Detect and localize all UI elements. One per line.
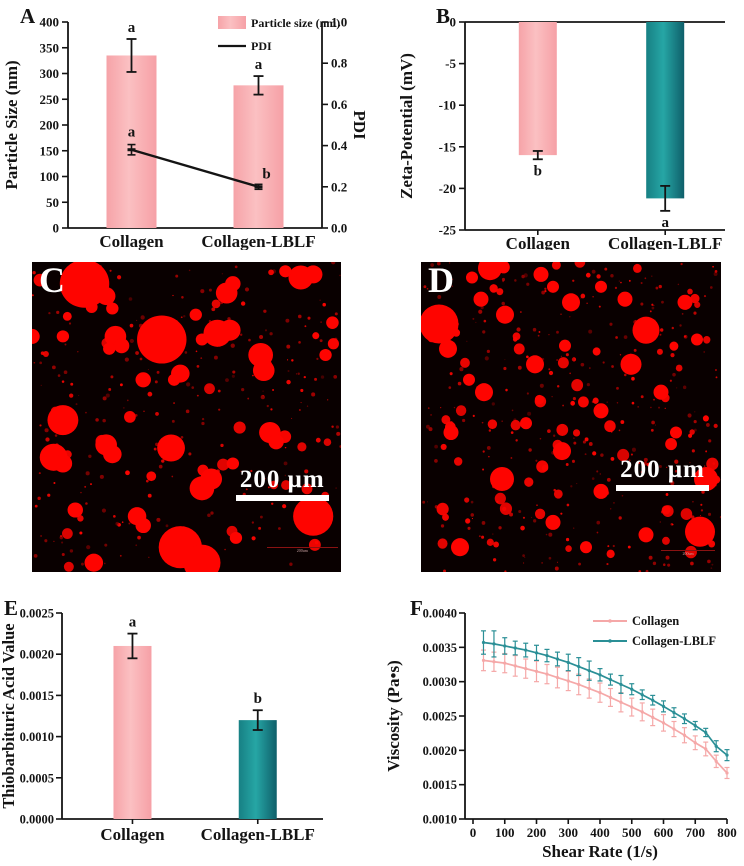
panel-d-mini-scalebar: 200um [661, 550, 715, 556]
svg-text:Collagen: Collagen [100, 825, 165, 844]
svg-text:0.0015: 0.0015 [423, 778, 457, 792]
svg-text:0: 0 [450, 15, 457, 30]
svg-text:350: 350 [40, 40, 60, 55]
svg-text:-25: -25 [439, 223, 457, 238]
svg-text:250: 250 [40, 92, 60, 107]
panel-d-label: D [428, 262, 454, 300]
mini-scale-text: 200um [682, 551, 694, 557]
svg-text:a: a [255, 57, 263, 73]
svg-text:Zeta-Potential (mV): Zeta-Potential (mV) [397, 53, 416, 199]
svg-text:500: 500 [622, 825, 642, 840]
svg-text:-5: -5 [445, 56, 456, 71]
mini-scale-line [266, 547, 338, 549]
panel-b-chart: 0 -5 -10 -15 -20 -25 b a Collagen Collagen-LBLF Ze… [397, 15, 725, 250]
panel-e-chart: 0.0000 0.0005 0.0010 0.0015 0.0020 0.0025 a b Co… [0, 607, 323, 844]
svg-text:0.0030: 0.0030 [423, 675, 457, 689]
svg-text:1.0: 1.0 [331, 15, 347, 30]
panel-b: B 0 -5 -10 -15 -20 -25 b a Collagen Collagen-LBLF… [380, 0, 744, 250]
panel-d-micrograph: D 200 μm 200um [421, 262, 721, 572]
svg-text:600: 600 [654, 825, 674, 840]
panel-d-scalebar: 200 μm [616, 456, 709, 492]
scale-bar [235, 494, 329, 501]
panel-c-label: C [39, 262, 65, 300]
svg-text:0.6: 0.6 [331, 97, 348, 112]
panel-c-micrograph: C 200 μm 200um [32, 262, 341, 572]
svg-text:800: 800 [717, 825, 737, 840]
panel-f-label: F [410, 596, 423, 620]
panel-f-chart: 0.0010 0.0015 0.0020 0.0025 0.0030 0.0035 0.00… [384, 607, 737, 862]
svg-text:Collagen-LBLF: Collagen-LBLF [632, 634, 716, 648]
svg-text:0.0020: 0.0020 [423, 744, 457, 758]
svg-text:400: 400 [590, 825, 610, 840]
panel-c-scale-text: 200 μm [239, 465, 325, 493]
svg-text:100: 100 [495, 825, 515, 840]
svg-text:-15: -15 [439, 139, 457, 154]
svg-text:Shear Rate (1/s): Shear Rate (1/s) [542, 842, 658, 861]
panel-e-label: E [4, 596, 19, 620]
svg-text:0.4: 0.4 [331, 138, 348, 153]
svg-text:Particle Size (nm): Particle Size (nm) [2, 60, 21, 189]
svg-text:Collagen-LBLF: Collagen-LBLF [608, 234, 722, 250]
svg-text:a: a [128, 20, 136, 36]
svg-text:a: a [661, 215, 669, 231]
svg-text:0: 0 [470, 825, 477, 840]
panel-c-droplets-image [32, 262, 341, 572]
svg-text:100: 100 [40, 169, 60, 184]
mini-scale-text: 200um [296, 548, 308, 554]
svg-text:0.0040: 0.0040 [423, 607, 457, 621]
panel-d-scale-text: 200 μm [620, 456, 705, 484]
svg-text:400: 400 [40, 15, 60, 30]
svg-text:300: 300 [559, 825, 579, 840]
svg-text:b: b [534, 163, 542, 179]
svg-text:0.0010: 0.0010 [20, 730, 54, 744]
svg-text:0.0000: 0.0000 [20, 813, 54, 827]
svg-text:200: 200 [527, 825, 547, 840]
panel-e: E 0.0000 0.0005 0.0010 0.0015 0.0020 0.0025 a b… [0, 590, 380, 866]
svg-text:0.0035: 0.0035 [423, 641, 457, 655]
svg-text:0.0010: 0.0010 [423, 813, 457, 827]
svg-text:Thiobarbituric Acid Value: Thiobarbituric Acid Value [0, 623, 18, 808]
scale-bar [616, 485, 709, 492]
panel-f: F 0.0010 0.0015 0.0020 0.0025 0.0030 0.0035 0.… [380, 590, 744, 866]
svg-text:0.2: 0.2 [331, 179, 347, 194]
svg-text:Viscosity (Pa•s): Viscosity (Pa•s) [384, 660, 403, 772]
svg-text:Collagen-LBLF: Collagen-LBLF [201, 232, 315, 250]
svg-text:0.0020: 0.0020 [20, 648, 54, 662]
svg-text:Collagen: Collagen [506, 234, 571, 250]
svg-text:0.0025: 0.0025 [20, 607, 54, 621]
panel-a: A 0 50 100 150 200 250 300 350 400 0.0 0.2 0.4 0.6 0.… [0, 0, 380, 251]
svg-text:-20: -20 [439, 181, 456, 196]
svg-text:PDI: PDI [251, 39, 272, 53]
svg-text:0.0025: 0.0025 [423, 710, 457, 724]
panel-c-scalebar: 200 μm [235, 465, 329, 501]
mini-scale-line [661, 550, 715, 552]
svg-text:0.0005: 0.0005 [20, 771, 54, 785]
svg-text:300: 300 [40, 66, 60, 81]
panel-d-droplets-image [421, 262, 721, 572]
svg-text:b: b [254, 691, 262, 707]
panel-a-label: A [20, 4, 36, 28]
svg-text:0.8: 0.8 [331, 56, 348, 71]
svg-text:Particle size (nm): Particle size (nm) [251, 16, 340, 30]
svg-text:PDI: PDI [350, 110, 369, 140]
svg-text:0.0: 0.0 [331, 221, 347, 236]
panel-b-label: B [436, 4, 451, 28]
svg-text:Collagen: Collagen [632, 614, 679, 628]
svg-text:700: 700 [686, 825, 706, 840]
svg-text:150: 150 [40, 143, 60, 158]
svg-text:b: b [262, 166, 270, 182]
panel-c-mini-scalebar: 200um [266, 547, 338, 554]
svg-text:0.0015: 0.0015 [20, 689, 54, 703]
panel-a-chart: 0 50 100 150 200 250 300 350 400 0.0 0.2 0.4 0.6 0.8 1… [2, 15, 369, 251]
svg-text:Collagen: Collagen [99, 232, 164, 250]
svg-text:a: a [128, 125, 136, 141]
svg-text:0: 0 [53, 221, 60, 236]
svg-text:50: 50 [46, 195, 59, 210]
svg-text:Collagen-LBLF: Collagen-LBLF [201, 825, 315, 844]
svg-text:200: 200 [40, 118, 60, 133]
svg-text:-10: -10 [439, 98, 456, 113]
svg-text:a: a [129, 615, 137, 631]
